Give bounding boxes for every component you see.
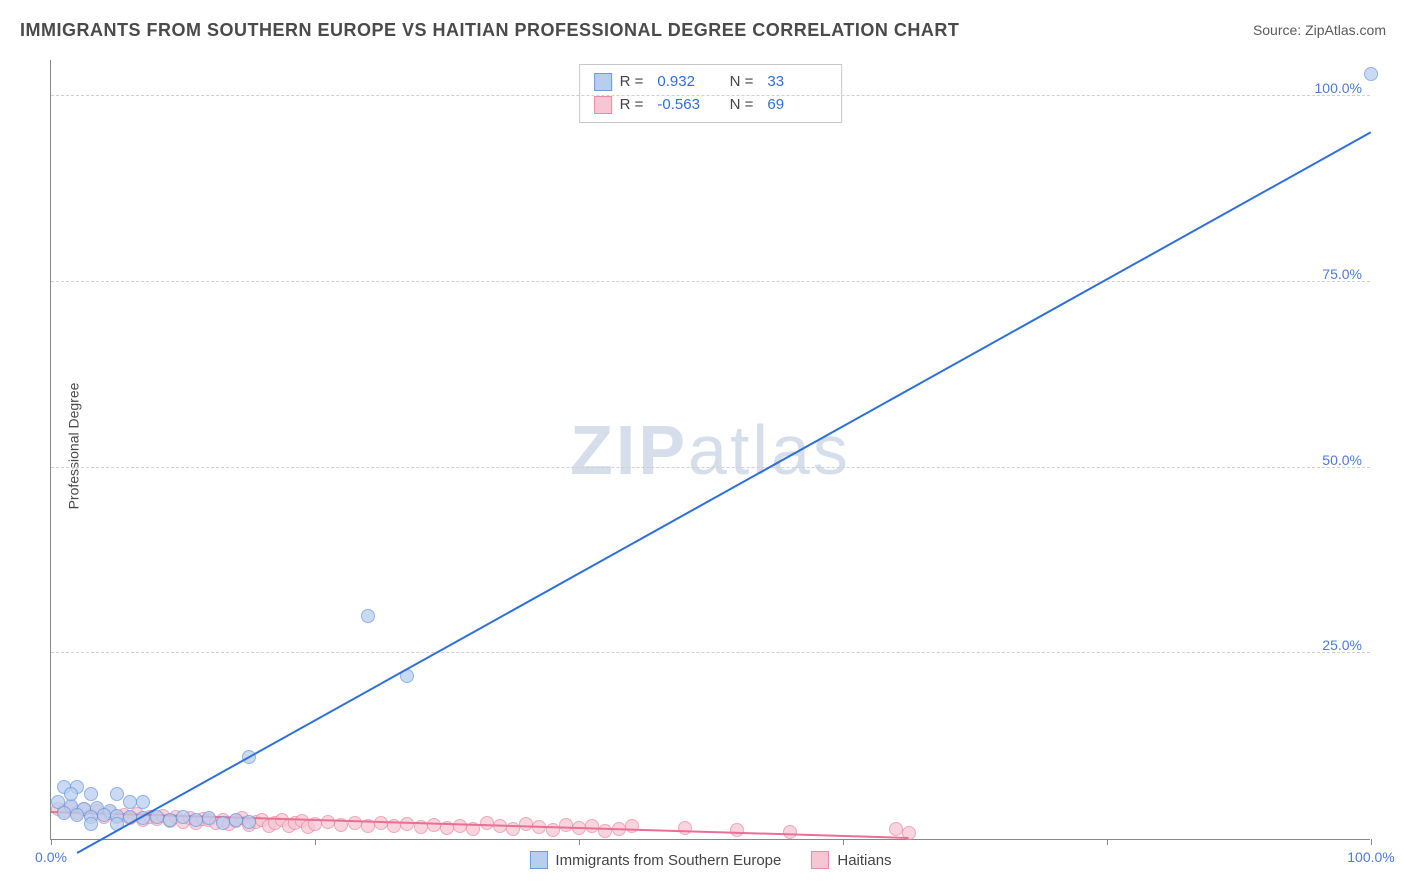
swatch-pink [594,96,612,114]
scatter-point [57,806,71,820]
chart-title: IMMIGRANTS FROM SOUTHERN EUROPE VS HAITI… [20,20,959,41]
scatter-point [730,823,744,837]
xtick [51,839,52,845]
correlation-legend: R =0.932 N =33 R =-0.563 N =69 [579,64,843,123]
swatch-blue [594,73,612,91]
scatter-point [176,810,190,824]
scatter-point [321,815,335,829]
legend-item-pink: Haitians [811,851,891,869]
ytick-label: 50.0% [1322,452,1362,468]
gridline-h [51,281,1370,282]
scatter-point [64,787,78,801]
trend-line [77,131,1372,853]
scatter-point [70,808,84,822]
scatter-point [163,813,177,827]
scatter-point [229,813,243,827]
scatter-point [242,815,256,829]
scatter-point [598,824,612,838]
scatter-point [400,817,414,831]
scatter-point [123,795,137,809]
legend-item-blue: Immigrants from Southern Europe [529,851,781,869]
scatter-point [361,609,375,623]
swatch-blue-icon [529,851,547,869]
legend-row-blue: R =0.932 N =33 [594,71,828,94]
scatter-point [519,817,533,831]
scatter-point [348,816,362,830]
gridline-h [51,652,1370,653]
scatter-point [189,813,203,827]
xtick [315,839,316,845]
scatter-point [559,818,573,832]
xtick [579,839,580,845]
scatter-point [202,811,216,825]
scatter-point [84,787,98,801]
scatter-point [110,787,124,801]
scatter-point [678,821,692,835]
scatter-point [625,819,639,833]
ytick-label: 100.0% [1315,80,1362,96]
source-attribution: Source: ZipAtlas.com [1253,22,1386,38]
scatter-point [783,825,797,839]
scatter-point [1364,67,1378,81]
xtick-label: 100.0% [1347,849,1394,865]
scatter-point [374,816,388,830]
watermark: ZIPatlas [570,410,851,490]
legend-row-pink: R =-0.563 N =69 [594,94,828,117]
ytick-label: 25.0% [1322,637,1362,653]
plot-area: ZIPatlas R =0.932 N =33 R =-0.563 N =69 … [50,60,1370,840]
swatch-pink-icon [811,851,829,869]
scatter-point [136,795,150,809]
xtick [1371,839,1372,845]
scatter-point [427,818,441,832]
scatter-point [889,822,903,836]
scatter-point [84,817,98,831]
ytick-label: 75.0% [1322,266,1362,282]
xtick-label: 0.0% [35,849,67,865]
scatter-point [453,819,467,833]
xtick [843,839,844,845]
series-legend: Immigrants from Southern Europe Haitians [529,851,891,869]
scatter-point [97,808,111,822]
gridline-h [51,467,1370,468]
gridline-h [51,95,1370,96]
xtick [1107,839,1108,845]
scatter-point [585,819,599,833]
scatter-point [216,816,230,830]
